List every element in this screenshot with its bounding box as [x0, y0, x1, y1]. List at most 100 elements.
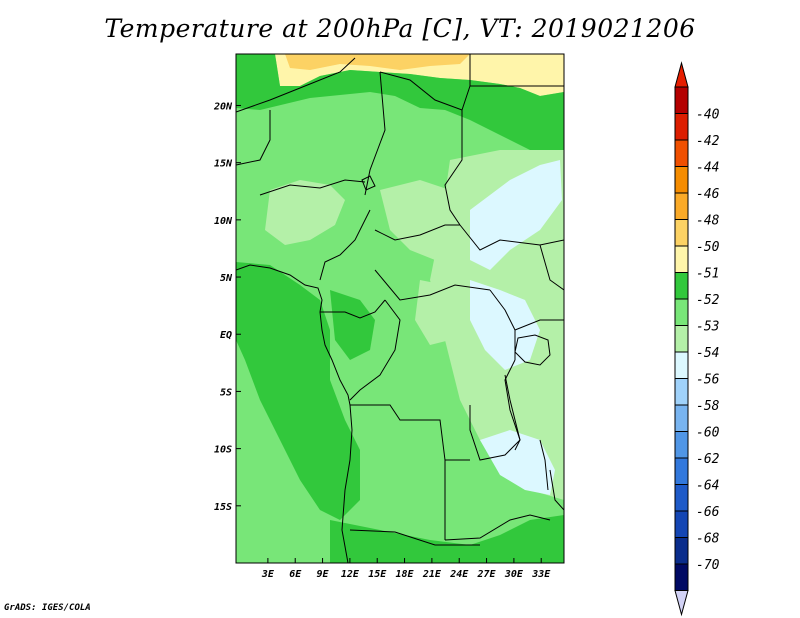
legend-swatch: [674, 192, 689, 220]
y-axis: 20N 15N 10N 5N EQ 5S 10S 15S: [213, 101, 241, 513]
legend-swatch: [674, 272, 689, 300]
legend-bottom-triangle: [674, 590, 689, 617]
border-kenya: [514, 319, 564, 331]
color-legend: -40 -42 -44 -46 -48 -50 -51 -52 -53 -54 -56 -58 -60 -…: [674, 61, 720, 617]
border-niger-nigeria: [259, 179, 366, 196]
lake-tanganyika: [504, 374, 521, 451]
border-ethiopia: [539, 244, 564, 291]
legend-label: -40: [696, 108, 720, 123]
border-nigeria-cameroon: [319, 209, 371, 281]
field-warm-north-2: [285, 54, 470, 70]
border-algeria-niger: [236, 57, 356, 113]
x-tick-label: 24E: [449, 569, 469, 580]
border-drc-uganda: [489, 289, 516, 360]
plot-frame: [235, 53, 565, 564]
border-car-drc: [374, 269, 491, 301]
x-tick-label: 33E: [531, 569, 551, 580]
border-congo-drc: [349, 299, 401, 401]
lake-chad: [361, 175, 376, 191]
legend-label: -60: [696, 426, 720, 441]
x-tick-label: 15E: [368, 569, 387, 580]
legend-label: -50: [696, 240, 720, 255]
x-tick-label: 12E: [341, 569, 360, 580]
legend-swatch: [674, 484, 689, 512]
border-chad-car: [374, 224, 460, 241]
legend-label: -44: [696, 161, 719, 176]
legend-label: -58: [696, 399, 720, 414]
field-pale-east-3: [480, 430, 555, 495]
field-pale-east-2: [470, 280, 540, 370]
legend-swatch: [674, 378, 689, 406]
credit-label: GrADS: IGES/COLA: [4, 603, 91, 613]
legend-swatch: [674, 298, 689, 326]
x-tick-label: 18E: [396, 569, 415, 580]
legend-swatch: [674, 245, 689, 273]
legend-label: -64: [696, 479, 719, 494]
legend-label: -53: [696, 320, 719, 335]
legend-label: -51: [696, 267, 719, 282]
field-dark-south: [330, 515, 564, 563]
lake-victoria: [514, 334, 551, 366]
legend-label: -52: [696, 293, 720, 308]
field-dark-west: [236, 262, 360, 520]
field-dark-north: [236, 54, 564, 150]
y-tick-label: EQ: [220, 330, 232, 341]
x-tick-label: 30E: [504, 569, 524, 580]
legend-label: -70: [696, 558, 720, 573]
border-angola-drc: [350, 404, 470, 461]
border-zambia-south: [444, 514, 551, 541]
field-light-patch-1: [265, 180, 345, 245]
legend-swatch: [674, 510, 689, 538]
border-niger-chad: [364, 71, 386, 196]
y-tick-label: 5S: [220, 387, 232, 398]
legend-label: -54: [696, 346, 719, 361]
legend-swatch: [674, 431, 689, 459]
legend-label: -68: [696, 532, 720, 547]
y-tick-label: 20N: [213, 101, 233, 112]
border-drc-tanzania: [469, 359, 521, 461]
legend-label: -46: [696, 187, 720, 202]
page-title: Temperature at 200hPa [C], VT: 201902120…: [104, 14, 696, 43]
legend-swatch: [674, 351, 689, 379]
legend-label: -42: [696, 134, 720, 149]
legend-swatch: [674, 404, 689, 432]
field-pale-east-1: [470, 160, 562, 270]
legend-label: -62: [696, 452, 720, 467]
field-dark-center: [330, 290, 375, 360]
y-tick-label: 15N: [214, 159, 233, 170]
legend-swatch: [674, 113, 689, 141]
y-tick-label: 15S: [214, 502, 232, 513]
legend-swatch: [674, 219, 689, 247]
field-warm-north: [275, 54, 564, 96]
x-axis: 3E 6E 9E 12E 15E 18E 21E 24E 27E 30E 33E: [261, 558, 551, 580]
legend-swatch: [674, 325, 689, 353]
x-tick-label: 27E: [477, 569, 497, 580]
y-tick-label: 10S: [214, 445, 232, 456]
lake-malawi: [539, 439, 549, 491]
y-tick-label: 5N: [220, 273, 233, 284]
legend-swatch: [674, 537, 689, 565]
country-borders: [236, 54, 564, 563]
border-libya-chad: [379, 71, 471, 111]
legend-swatch: [674, 86, 689, 114]
legend-swatch: [674, 457, 689, 485]
legend-top-triangle: [674, 61, 689, 88]
x-tick-label: 3E: [261, 569, 275, 580]
x-tick-label: 21E: [422, 569, 442, 580]
x-tick-label: 9E: [317, 569, 330, 580]
border-namibia: [349, 529, 480, 546]
border-mozambique: [549, 469, 564, 511]
legend-label: -66: [696, 505, 720, 520]
legend-label: -48: [696, 214, 720, 229]
coastline-west-africa: [236, 264, 323, 313]
legend-label: -56: [696, 373, 720, 388]
y-tick-label: 10N: [214, 216, 233, 227]
coastline-central-africa: [319, 311, 353, 563]
legend-swatch: [674, 139, 689, 167]
legend-swatch: [674, 563, 689, 591]
legend-swatch: [674, 166, 689, 194]
border-cameroon-congo: [320, 299, 386, 319]
border-chad-sudan: [444, 110, 463, 226]
x-tick-label: 6E: [289, 569, 302, 580]
